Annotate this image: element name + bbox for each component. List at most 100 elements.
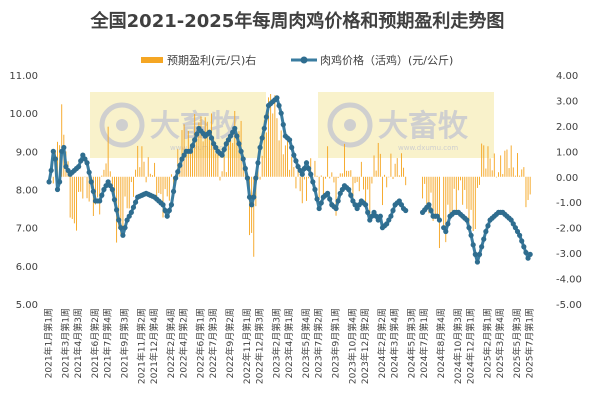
profit-bar <box>396 158 398 177</box>
profit-bar <box>78 176 80 192</box>
price-series <box>46 95 533 265</box>
profit-bar <box>128 176 130 209</box>
price-point <box>227 133 234 139</box>
profit-bar <box>133 176 134 197</box>
price-point <box>97 198 103 204</box>
price-point <box>390 207 396 214</box>
price-point <box>337 190 343 196</box>
x-tick-label: 2021年3月第1周 <box>59 308 71 378</box>
price-point <box>221 146 227 153</box>
price-point <box>170 188 177 195</box>
price-point <box>314 196 320 202</box>
chart-title: 全国2021-2025年每周肉鸡价格和预期盈利走势图 <box>90 10 505 32</box>
profit-bar <box>495 176 497 178</box>
price-point <box>481 236 487 242</box>
profit-bar <box>455 176 457 211</box>
price-point <box>223 141 229 147</box>
profit-bar <box>215 153 217 177</box>
price-point <box>301 165 307 172</box>
left-y-tick-label: 5.00 <box>16 300 38 311</box>
price-point <box>194 131 200 137</box>
profit-bar <box>350 170 352 177</box>
price-point <box>63 164 69 170</box>
right-y-tick-label: -4.00 <box>556 275 582 286</box>
right-y-tick-label: 3.00 <box>556 96 578 107</box>
profit-bar <box>170 174 172 177</box>
profit-bar <box>466 176 468 209</box>
price-point <box>86 169 92 175</box>
price-point <box>173 175 179 181</box>
x-tick-label: 2024年2月第2周 <box>376 308 388 378</box>
x-tick-label: 2023年5月第4周 <box>300 308 312 378</box>
profit-bar <box>111 176 113 190</box>
left-y-tick-label: 11.00 <box>9 71 38 82</box>
left-y-tick-label: 9.00 <box>16 147 38 158</box>
price-point <box>306 165 312 172</box>
price-point <box>466 225 472 231</box>
profit-bar <box>52 176 54 184</box>
profit-bar <box>289 169 291 177</box>
price-point <box>356 202 362 208</box>
price-point <box>118 225 124 231</box>
legend-profit-label: 预期盈利(元/只)右 <box>167 53 256 67</box>
price-point <box>274 95 280 101</box>
profit-bar <box>432 176 434 221</box>
price-point <box>485 223 491 229</box>
price-point <box>65 167 71 174</box>
profit-bar <box>352 176 354 205</box>
price-point <box>521 244 527 250</box>
profit-bar <box>200 116 202 177</box>
profit-bar <box>192 146 194 177</box>
price-point <box>434 213 440 219</box>
profit-bar <box>485 168 487 177</box>
price-point <box>325 190 331 196</box>
price-point <box>346 186 352 193</box>
profit-bar <box>213 137 215 177</box>
profit-bar <box>162 176 164 218</box>
legend-price-label: 肉鸡价格（活鸡）(元/公斤) <box>320 53 453 67</box>
profit-bar <box>232 143 234 177</box>
profit-bar <box>339 173 341 177</box>
profit-bar <box>198 122 200 177</box>
price-point <box>259 135 265 141</box>
profit-bar <box>325 176 326 179</box>
profit-bar <box>145 176 147 183</box>
price-point <box>50 148 56 154</box>
price-point <box>253 175 259 181</box>
price-point <box>244 175 251 181</box>
profit-bar <box>299 176 301 192</box>
x-tick-label: 2024年10月第3周 <box>452 308 464 384</box>
profit-bar <box>158 176 160 193</box>
x-tick-label: 2022年12月第3周 <box>254 308 266 384</box>
price-point <box>59 148 65 154</box>
profit-bar <box>61 104 63 177</box>
profit-bar <box>130 176 132 183</box>
price-point <box>181 152 187 158</box>
profit-bar <box>263 120 265 177</box>
watermark-right: 大畜牧 www.dxumu.com <box>318 92 494 158</box>
price-point <box>375 217 381 223</box>
profit-bar <box>293 167 295 177</box>
profit-bar <box>386 176 388 188</box>
profit-bar <box>280 130 282 177</box>
profit-bar <box>443 176 445 230</box>
price-point <box>177 162 183 168</box>
price-point <box>441 225 447 231</box>
profit-bar <box>384 174 386 177</box>
price-point <box>464 217 470 223</box>
profit-bar <box>489 158 491 177</box>
price-point <box>130 204 137 210</box>
profit-bar <box>451 176 453 214</box>
profit-bar <box>360 161 362 177</box>
left-y-tick-label: 10.00 <box>9 109 38 120</box>
profit-bar <box>164 176 166 190</box>
price-point <box>384 221 390 227</box>
profit-bar <box>303 176 305 180</box>
price-point <box>82 156 88 162</box>
right-y-tick-label: 4.00 <box>556 71 578 82</box>
profit-bar <box>291 156 293 177</box>
left-y-tick-label: 7.00 <box>16 224 38 235</box>
legend-price-marker <box>300 56 308 64</box>
price-point <box>525 255 531 261</box>
price-point <box>362 202 369 208</box>
